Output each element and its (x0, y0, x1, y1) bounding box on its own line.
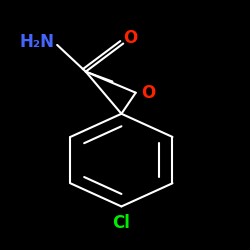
Text: Cl: Cl (112, 214, 130, 232)
Text: H₂N: H₂N (20, 33, 55, 51)
Text: O: O (123, 29, 138, 47)
Text: O: O (141, 84, 155, 102)
